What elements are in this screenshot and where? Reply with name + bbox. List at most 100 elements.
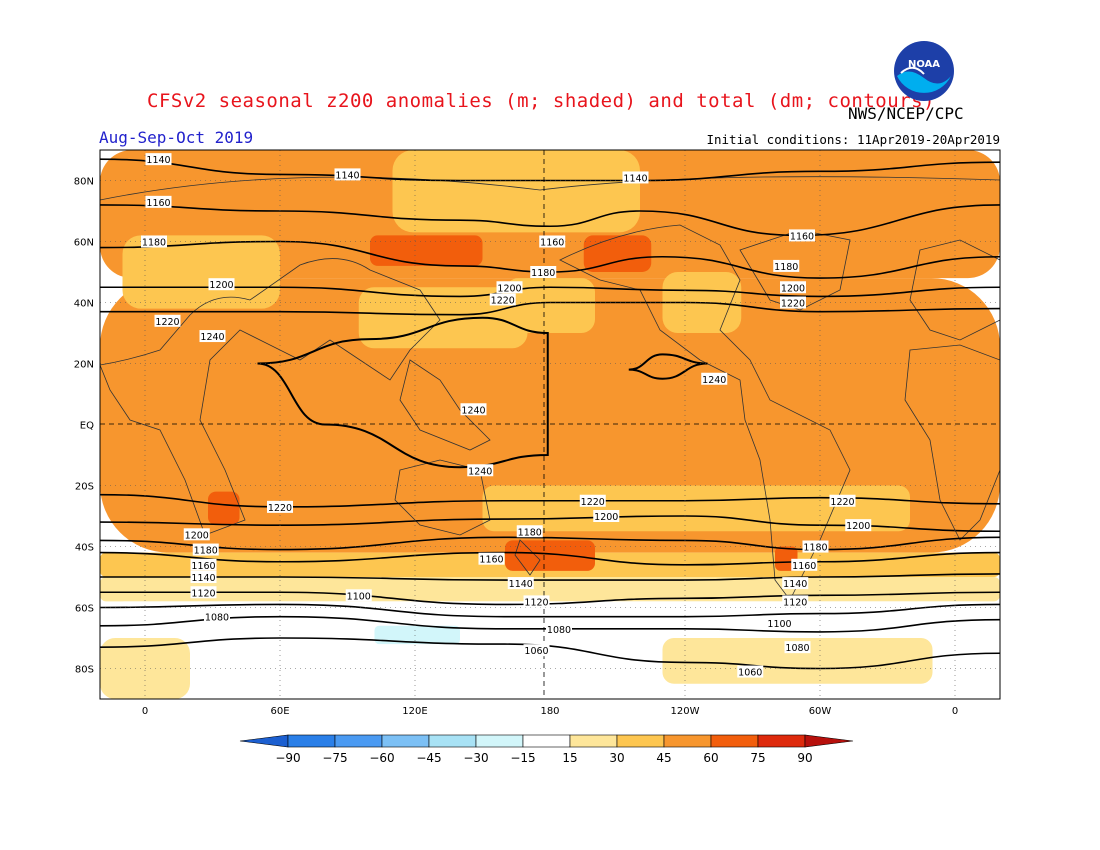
contour-label-box <box>789 229 815 242</box>
contour-label-box <box>190 571 217 583</box>
latitude-label: 20N <box>74 360 94 371</box>
contour-label: 1200 <box>846 521 870 532</box>
initial-conditions-value: 11Apr2019-20Apr2019 <box>857 132 1000 147</box>
contour-label: 1240 <box>200 332 224 343</box>
contour-label-box <box>701 372 728 385</box>
longitude-label: 0 <box>952 706 958 717</box>
contour-label: 1200 <box>781 283 805 294</box>
colorbar-swatch <box>569 734 618 748</box>
contour-label-box <box>199 330 226 343</box>
contour-label-box <box>579 494 606 507</box>
initial-conditions: Initial conditions: 11Apr2019-20Apr2019 <box>706 132 1000 147</box>
colorbar-tick-label: 90 <box>797 751 812 765</box>
colorbar-tick-label: 45 <box>656 751 671 765</box>
colorbar-swatch <box>334 734 383 748</box>
contour-label: 1220 <box>155 317 179 328</box>
anomaly-region <box>505 278 595 333</box>
colorbar-tick-label: 60 <box>703 751 718 765</box>
contour-label: 1160 <box>479 555 503 566</box>
contour-label-box <box>802 540 829 553</box>
contour-label: 1080 <box>205 613 229 624</box>
longitude-label: 60W <box>809 706 832 717</box>
contour-label-box <box>190 558 217 571</box>
anomaly-region <box>392 150 640 233</box>
contour-label: 1240 <box>702 375 726 386</box>
contour-label-box <box>773 259 800 272</box>
contour-label: 1060 <box>738 668 762 679</box>
latitude-label: 60N <box>74 238 94 249</box>
latitude-label: 40N <box>74 299 94 310</box>
contour-label-box <box>345 589 372 602</box>
contour-label: 1140 <box>191 573 215 584</box>
contour-label-box <box>546 622 572 635</box>
contour-1080 <box>100 615 1000 633</box>
contour-label-box <box>334 168 361 181</box>
colorbar-tick-label: −45 <box>416 751 441 765</box>
colorbar-tick-label: −30 <box>463 751 488 765</box>
noaa-logo: NOAA <box>894 41 954 101</box>
contour-label: 1060 <box>524 646 548 657</box>
contour-label: 1120 <box>524 597 548 608</box>
longitude-label: 180 <box>540 706 559 717</box>
contour-label: 1160 <box>191 561 215 572</box>
initial-conditions-label: Initial conditions: <box>706 132 850 147</box>
contour-label: 1080 <box>547 625 571 636</box>
contour-label: 1140 <box>783 579 807 590</box>
longitude-labels: 0 60E 120E 180 120W 60W 0 <box>142 706 958 717</box>
contour-label-box <box>523 595 550 608</box>
contour-label-box <box>267 500 293 513</box>
latitude-label: 60S <box>75 604 94 615</box>
contour-label: 1120 <box>191 588 215 599</box>
colorbar-swatch <box>428 734 477 748</box>
contour-label-box <box>183 528 210 541</box>
colorbar-swatch <box>757 734 806 748</box>
anomaly-region <box>208 491 240 526</box>
colorbar-tick-label: −60 <box>369 751 394 765</box>
season-label: Aug-Sep-Oct 2019 <box>99 128 254 147</box>
longitude-label: 120E <box>402 706 427 717</box>
contour-label: 1160 <box>540 238 564 249</box>
contour-label-box <box>791 558 818 571</box>
contour-label: 1240 <box>468 466 492 477</box>
colorbar-tick-label: −15 <box>510 751 535 765</box>
color-bar: −90 −75 −60 −45 −30 −15 15 30 45 60 75 90 <box>239 734 854 765</box>
contour-label: 1160 <box>790 231 814 242</box>
contour-label: 1180 <box>194 546 218 557</box>
contour-label: 1180 <box>803 543 827 554</box>
colorbar-swatch <box>381 734 430 748</box>
latitude-label: 80S <box>75 665 94 676</box>
longitude-label: 120W <box>671 706 700 717</box>
latitude-label: 20S <box>75 482 94 493</box>
contour-label-box <box>204 610 230 623</box>
contour-label-box <box>784 641 811 654</box>
contour-label-box <box>190 586 217 599</box>
latitude-label: 40S <box>75 543 94 554</box>
latitude-labels: 80N 60N 40N 20N EQ 20S 40S 60S 80S <box>74 177 94 676</box>
contour-label-box <box>780 281 806 294</box>
contour-label-box <box>467 464 494 477</box>
colorbar-swatch <box>710 734 759 748</box>
contour-label: 1220 <box>830 497 854 508</box>
contour-label-box <box>766 616 793 629</box>
contour-label-box <box>539 235 566 248</box>
contour-label-box <box>845 519 872 532</box>
contour-1180 <box>100 536 1000 551</box>
contour-label: 1100 <box>347 591 371 602</box>
colorbar-tick-label: 30 <box>609 751 624 765</box>
colorbar-swatch <box>616 734 665 748</box>
latitude-label: EQ <box>80 421 94 432</box>
contour-label-box <box>507 577 534 590</box>
contour-label: 1220 <box>491 295 515 306</box>
contour-label-box <box>496 281 523 294</box>
latitude-label: 80N <box>74 177 94 188</box>
contour-label: 1220 <box>581 497 605 508</box>
anomaly-region <box>662 638 933 684</box>
contour-label-box <box>737 665 764 678</box>
contour-label-box <box>460 403 487 416</box>
contour-label: 1200 <box>594 512 618 523</box>
contour-label: 1180 <box>518 527 542 538</box>
contour-label-box <box>780 296 806 309</box>
contour-label: 1180 <box>142 238 166 249</box>
contour-label-box <box>593 510 620 522</box>
